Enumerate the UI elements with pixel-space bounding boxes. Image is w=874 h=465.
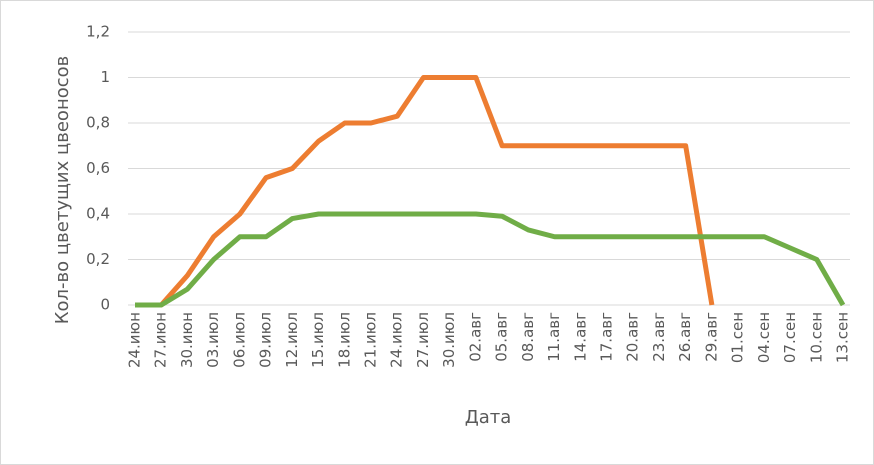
x-tick-label: 30.июн [178, 312, 196, 368]
x-tick-label: 09.июл [257, 312, 275, 368]
x-tick-label: 24.июн [126, 312, 144, 368]
y-axis-title: Кол-во цветущих цвеоносов [52, 56, 73, 324]
x-axis-title: Дата [465, 407, 512, 428]
x-tick-label: 11.авг [545, 312, 563, 362]
x-tick-label: 27.июл [414, 312, 432, 368]
y-tick-label: 0 [100, 296, 110, 314]
x-tick-label: 04.сен [755, 312, 773, 363]
x-tick-label: 30.июл [440, 312, 458, 368]
x-tick-label: 15.июл [309, 312, 327, 368]
x-tick-label: 13.сен [834, 312, 852, 363]
x-tick-label: 23.авг [650, 312, 668, 362]
x-tick-label: 17.авг [598, 312, 616, 362]
y-tick-label: 0,6 [86, 159, 110, 177]
y-tick-label: 0,8 [86, 114, 110, 132]
x-tick-label: 10.сен [807, 312, 825, 363]
x-tick-label: 12.июл [283, 312, 301, 368]
x-tick-label: 29.авг [702, 312, 720, 362]
x-tick-label: 20.авг [624, 312, 642, 362]
x-tick-label: 01.сен [729, 312, 747, 363]
x-tick-label: 14.авг [571, 312, 589, 362]
y-tick-label: 1,2 [86, 23, 110, 41]
x-tick-label: 06.июл [230, 312, 248, 368]
series-line [135, 211, 846, 308]
x-tick-label: 24.июл [388, 312, 406, 368]
series-line [135, 75, 715, 308]
y-tick-label: 0,4 [86, 205, 110, 223]
x-tick-label: 03.июл [204, 312, 222, 368]
y-tick-label: 1 [100, 68, 110, 86]
x-tick-label: 26.авг [676, 312, 694, 362]
x-tick-label: 05.авг [493, 312, 511, 362]
y-tick-label: 0,2 [86, 250, 110, 268]
x-tick-label: 27.июн [152, 312, 170, 368]
x-tick-label: 08.авг [519, 312, 537, 362]
x-tick-label: 18.июл [335, 312, 353, 368]
x-tick-label: 07.сен [781, 312, 799, 363]
x-tick-label: 02.авг [466, 312, 484, 362]
x-tick-label: 21.июл [362, 312, 380, 368]
